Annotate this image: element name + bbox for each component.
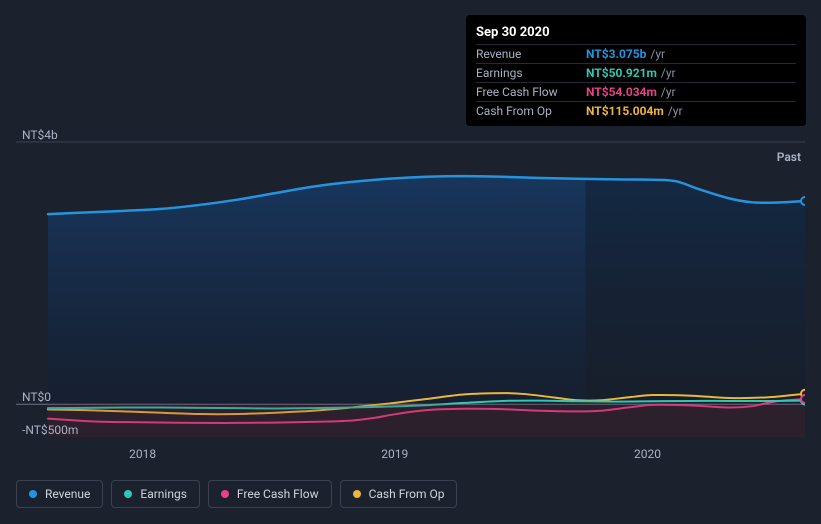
end-marker-revenue <box>801 197 805 205</box>
tooltip-value: NT$50.921m <box>586 66 657 80</box>
tooltip-unit: /yr <box>650 47 665 61</box>
legend-label: Free Cash Flow <box>237 487 319 501</box>
past-label: Past <box>777 150 801 164</box>
tooltip-unit: /yr <box>661 85 676 99</box>
legend-item-revenue[interactable]: Revenue <box>16 480 103 508</box>
legend-item-free_cash_flow[interactable]: Free Cash Flow <box>208 480 332 508</box>
tooltip-label: Revenue <box>476 47 586 61</box>
chart-legend: Revenue Earnings Free Cash Flow Cash From O… <box>16 480 457 508</box>
legend-item-earnings[interactable]: Earnings <box>111 480 200 508</box>
financial-chart[interactable] <box>16 120 805 497</box>
y-axis-label: NT$0 <box>22 390 51 404</box>
legend-label: Earnings <box>140 487 187 501</box>
tooltip-row: EarningsNT$50.921m/yr <box>476 63 796 82</box>
x-axis-label: 2020 <box>634 447 661 461</box>
tooltip-row: Free Cash FlowNT$54.034m/yr <box>476 82 796 101</box>
tooltip-row: Cash From OpNT$115.004m/yr <box>476 101 796 120</box>
tooltip-unit: /yr <box>661 66 676 80</box>
y-axis-label: NT$4b <box>22 128 58 142</box>
legend-item-cash_from_op[interactable]: Cash From Op <box>340 480 458 508</box>
tooltip-label: Free Cash Flow <box>476 85 586 99</box>
x-axis-label: 2018 <box>129 447 156 461</box>
tooltip-row: RevenueNT$3.075b/yr <box>476 44 796 63</box>
chart-container: NT$4b NT$0 -NT$500m 2018 2019 2020 Past Reve… <box>16 120 805 508</box>
legend-dot-icon <box>221 490 229 498</box>
legend-dot-icon <box>29 490 37 498</box>
tooltip-label: Cash From Op <box>476 104 586 118</box>
chart-tooltip: Sep 30 2020RevenueNT$3.075b/yrEarningsNT… <box>466 15 806 126</box>
tooltip-date: Sep 30 2020 <box>476 21 796 44</box>
legend-label: Revenue <box>45 487 90 501</box>
y-axis-label: -NT$500m <box>22 423 78 437</box>
end-marker-free_cash_flow <box>801 395 805 403</box>
tooltip-label: Earnings <box>476 66 586 80</box>
legend-dot-icon <box>124 490 132 498</box>
tooltip-value: NT$54.034m <box>586 85 657 99</box>
negative-region-tint <box>48 404 805 437</box>
legend-dot-icon <box>353 490 361 498</box>
legend-label: Cash From Op <box>369 487 445 501</box>
tooltip-value: NT$3.075b <box>586 47 646 61</box>
x-axis-label: 2019 <box>381 447 408 461</box>
tooltip-unit: /yr <box>668 104 683 118</box>
tooltip-value: NT$115.004m <box>586 104 664 118</box>
